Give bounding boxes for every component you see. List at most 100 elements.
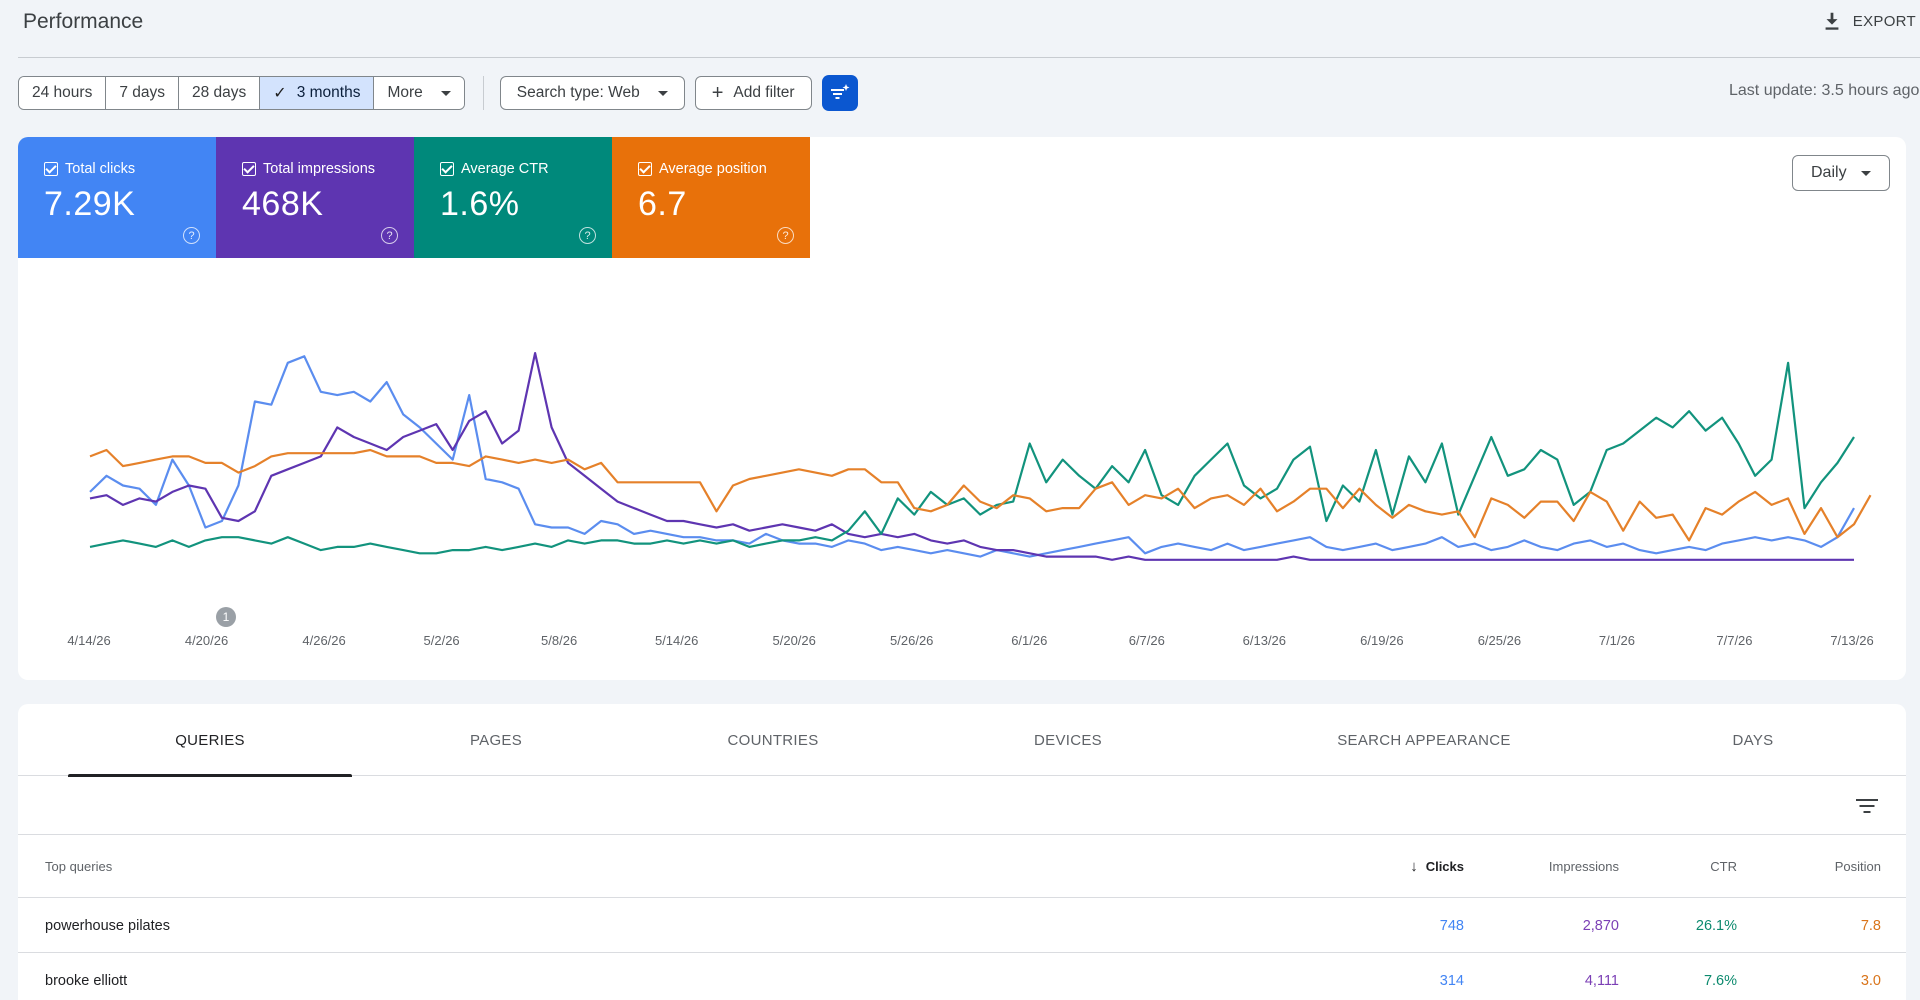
help-icon[interactable]: ? <box>777 227 794 244</box>
impressions-cell: 2,870 <box>1582 917 1619 934</box>
position-cell: 7.8 <box>1860 917 1881 934</box>
date-range-selector: 24 hours 7 days 28 days ✓ 3 months More <box>18 76 465 110</box>
more-ranges-dropdown[interactable]: More <box>374 77 464 109</box>
help-icon[interactable]: ? <box>183 227 200 244</box>
metric-total-clicks[interactable]: Total clicks 7.29K ? <box>18 137 216 258</box>
chevron-down-icon <box>657 90 668 96</box>
range-3-months-label: 3 months <box>296 84 361 101</box>
page-title: Performance <box>23 10 144 33</box>
tab-pages[interactable]: PAGES <box>469 731 523 749</box>
range-28-days[interactable]: 28 days <box>179 77 261 109</box>
search-type-label: Search type: Web <box>516 84 640 101</box>
tab-devices[interactable]: DEVICES <box>1034 731 1102 749</box>
filter-list-icon[interactable] <box>1856 797 1878 815</box>
tab-search-appearance[interactable]: SEARCH APPEARANCE <box>1337 731 1511 749</box>
table-row[interactable]: brooke elliott 314 4,111 7.6% 3.0 <box>18 954 1906 1000</box>
x-tick-label: 6/13/26 <box>1243 633 1286 648</box>
granularity-label: Daily <box>1811 164 1847 181</box>
series-line-average-ctr <box>89 361 1855 555</box>
performance-chart-card: 4/14/26 4/20/26 4/26/26 5/2/26 5/8/26 5/14/26… <box>18 137 1906 680</box>
metric-average-position[interactable]: Average position 6.7 ? <box>612 137 810 258</box>
impressions-cell: 4,111 <box>1584 972 1619 989</box>
dimension-tabs: QUERIES PAGES COUNTRIES DEVICES SEARCH A… <box>18 704 1906 777</box>
arrow-down-icon: ↓ <box>1410 858 1418 875</box>
add-filter-button[interactable]: + Add filter <box>694 76 812 110</box>
column-clicks-label: Clicks <box>1425 859 1464 874</box>
metric-label: Total impressions <box>263 161 376 177</box>
x-tick-label: 7/13/26 <box>1830 633 1873 648</box>
last-update-text: Last update: 3.5 hours ago <box>1729 82 1920 99</box>
range-3-months[interactable]: ✓ 3 months <box>260 77 375 109</box>
help-icon[interactable]: ? <box>579 227 596 244</box>
table-filter-row <box>18 777 1906 835</box>
x-tick-label: 7/1/26 <box>1599 633 1635 648</box>
metric-label: Average position <box>659 161 767 177</box>
column-impressions[interactable]: Impressions <box>1548 859 1619 874</box>
toolbar-divider <box>482 76 484 110</box>
metric-total-impressions[interactable]: Total impressions 468K ? <box>216 137 414 258</box>
performance-line-chart: 4/14/26 4/20/26 4/26/26 5/2/26 5/8/26 5/14/26… <box>67 352 1874 648</box>
metric-value: 468K <box>242 185 324 223</box>
query-cell: powerhouse pilates <box>45 917 170 934</box>
table-row[interactable]: powerhouse pilates 748 2,870 26.1% 7.8 <box>18 899 1906 953</box>
granularity-dropdown[interactable]: Daily <box>1792 155 1890 191</box>
x-tick-label: 6/19/26 <box>1360 633 1403 648</box>
metric-label: Average CTR <box>461 161 549 177</box>
x-tick-label: 5/20/26 <box>773 633 816 648</box>
x-tick-label: 7/7/26 <box>1716 633 1752 648</box>
checkbox-icon <box>440 162 454 176</box>
checkbox-icon <box>638 162 652 176</box>
ctr-cell: 26.1% <box>1695 917 1737 934</box>
x-tick-label: 6/1/26 <box>1011 633 1047 648</box>
plus-icon: + <box>711 82 724 104</box>
search-type-dropdown[interactable]: Search type: Web <box>499 76 685 110</box>
chevron-down-icon <box>440 90 451 96</box>
column-top-queries[interactable]: Top queries <box>45 859 113 874</box>
smart-filter-button[interactable] <box>821 75 858 111</box>
metric-value: 6.7 <box>638 185 687 223</box>
column-clicks[interactable]: ↓ Clicks <box>1410 836 1464 897</box>
page-header: Performance EXPORT <box>0 0 1920 58</box>
x-tick-label: 4/14/26 <box>67 633 110 648</box>
metric-average-ctr[interactable]: Average CTR 1.6% ? <box>414 137 612 258</box>
x-tick-label: 5/2/26 <box>424 633 460 648</box>
range-24-hours[interactable]: 24 hours <box>19 77 107 109</box>
series-line-average-position <box>89 448 1872 542</box>
clicks-cell: 748 <box>1439 917 1464 934</box>
x-tick-label: 5/26/26 <box>890 633 933 648</box>
clicks-cell: 314 <box>1439 972 1464 989</box>
x-tick-label: 4/26/26 <box>302 633 345 648</box>
column-position[interactable]: Position <box>1834 859 1881 874</box>
position-cell: 3.0 <box>1860 972 1881 989</box>
export-button[interactable]: EXPORT <box>1821 10 1916 32</box>
report-table-card: QUERIES PAGES COUNTRIES DEVICES SEARCH A… <box>18 704 1906 1000</box>
table-header: Top queries ↓ Clicks Impressions CTR Pos… <box>18 836 1906 898</box>
header-divider <box>18 57 1920 58</box>
filter-toolbar: 24 hours 7 days 28 days ✓ 3 months More … <box>18 75 858 111</box>
x-tick-label: 4/20/26 <box>185 633 228 648</box>
metric-value: 7.29K <box>44 185 136 223</box>
x-tick-label: 5/14/26 <box>655 633 698 648</box>
tab-countries[interactable]: COUNTRIES <box>727 731 819 749</box>
download-icon <box>1825 12 1839 30</box>
add-filter-label: Add filter <box>733 84 795 101</box>
x-tick-label: 6/7/26 <box>1129 633 1165 648</box>
range-7-days[interactable]: 7 days <box>106 77 179 109</box>
query-cell: brooke elliott <box>45 972 128 989</box>
column-ctr[interactable]: CTR <box>1710 859 1737 874</box>
filter-sparkle-icon <box>830 84 850 99</box>
more-label: More <box>387 84 423 101</box>
tab-queries[interactable]: QUERIES <box>68 704 352 777</box>
ctr-cell: 7.6% <box>1703 972 1737 989</box>
x-tick-label: 5/8/26 <box>541 633 577 648</box>
export-label: EXPORT <box>1852 12 1916 30</box>
checkmark-icon: ✓ <box>273 85 287 102</box>
metric-label: Total clicks <box>65 161 136 177</box>
series-line-total-clicks <box>89 355 1855 558</box>
checkbox-icon <box>242 162 256 176</box>
chart-annotation-marker[interactable]: 1 <box>216 607 236 627</box>
series-line-total-impressions <box>89 352 1854 561</box>
help-icon[interactable]: ? <box>381 227 398 244</box>
tab-days[interactable]: DAYS <box>1732 731 1774 749</box>
chevron-down-icon <box>1861 171 1871 176</box>
